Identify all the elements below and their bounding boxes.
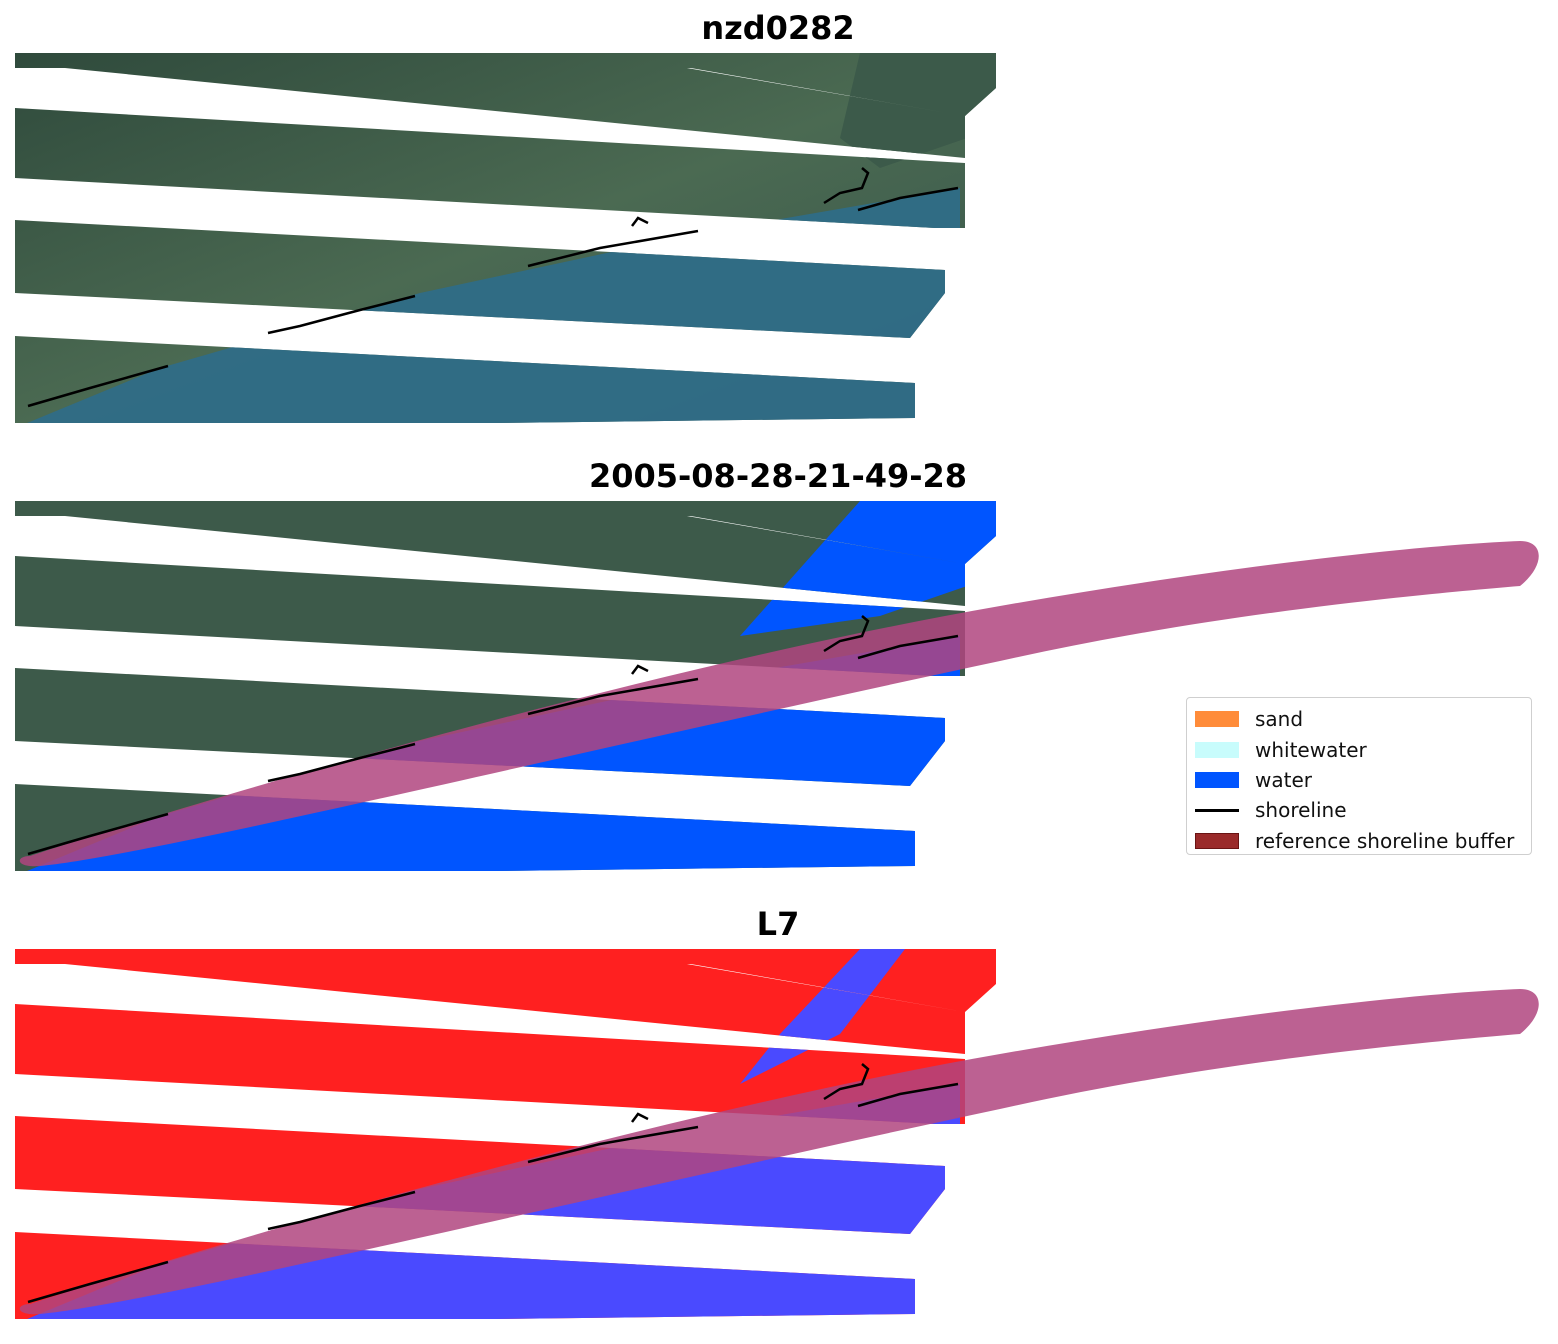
shoreline-segment — [27, 364, 169, 408]
shoreline-segment — [631, 1112, 649, 1123]
panel-title-3: L7 — [756, 905, 800, 943]
index-image-panel — [15, 949, 1539, 1319]
legend: sand whitewater water shoreline referenc… — [1186, 697, 1532, 855]
shoreline-segment — [823, 167, 870, 205]
legend-item-shoreline: shoreline — [1195, 795, 1523, 825]
legend-label: sand — [1255, 707, 1304, 732]
shoreline-segment — [267, 294, 416, 335]
shoreline-segment — [267, 1190, 416, 1231]
legend-swatch — [1195, 711, 1239, 728]
legend-swatch — [1195, 832, 1239, 849]
shoreline-segment — [27, 1260, 169, 1304]
reference-shoreline-buffer — [19, 541, 1539, 867]
legend-swatch — [1195, 741, 1239, 758]
legend-item-water: water — [1195, 765, 1523, 795]
shoreline-segment — [857, 634, 959, 660]
panel-title-1: nzd0282 — [701, 9, 855, 47]
shoreline-segment — [527, 1125, 699, 1164]
legend-label: water — [1255, 767, 1312, 792]
shoreline-segment — [527, 229, 699, 268]
shoreline-segment — [823, 615, 870, 653]
shoreline-segment — [631, 664, 649, 675]
classified-image-panel — [15, 501, 1539, 871]
shoreline-segment — [857, 186, 959, 212]
shoreline-segment — [267, 742, 416, 783]
shoreline-segment — [527, 677, 699, 716]
panel-title-2: 2005-08-28-21-49-28 — [588, 457, 968, 495]
legend-item-sand: sand — [1195, 704, 1523, 734]
shoreline-segment — [631, 216, 649, 227]
legend-label: whitewater — [1255, 737, 1367, 762]
shoreline-segment — [823, 1063, 870, 1101]
legend-swatch — [1195, 771, 1239, 788]
shoreline-segment — [27, 812, 169, 856]
reference-shoreline-buffer — [19, 989, 1539, 1315]
legend-item-whitewater: whitewater — [1195, 734, 1523, 764]
legend-label: shoreline — [1255, 798, 1347, 823]
legend-label: reference shoreline buffer — [1255, 828, 1515, 853]
rgb-image-panel — [15, 53, 996, 423]
shoreline-segment — [857, 1082, 959, 1108]
legend-item-buffer: reference shoreline buffer — [1195, 826, 1523, 856]
legend-line — [1195, 808, 1239, 812]
